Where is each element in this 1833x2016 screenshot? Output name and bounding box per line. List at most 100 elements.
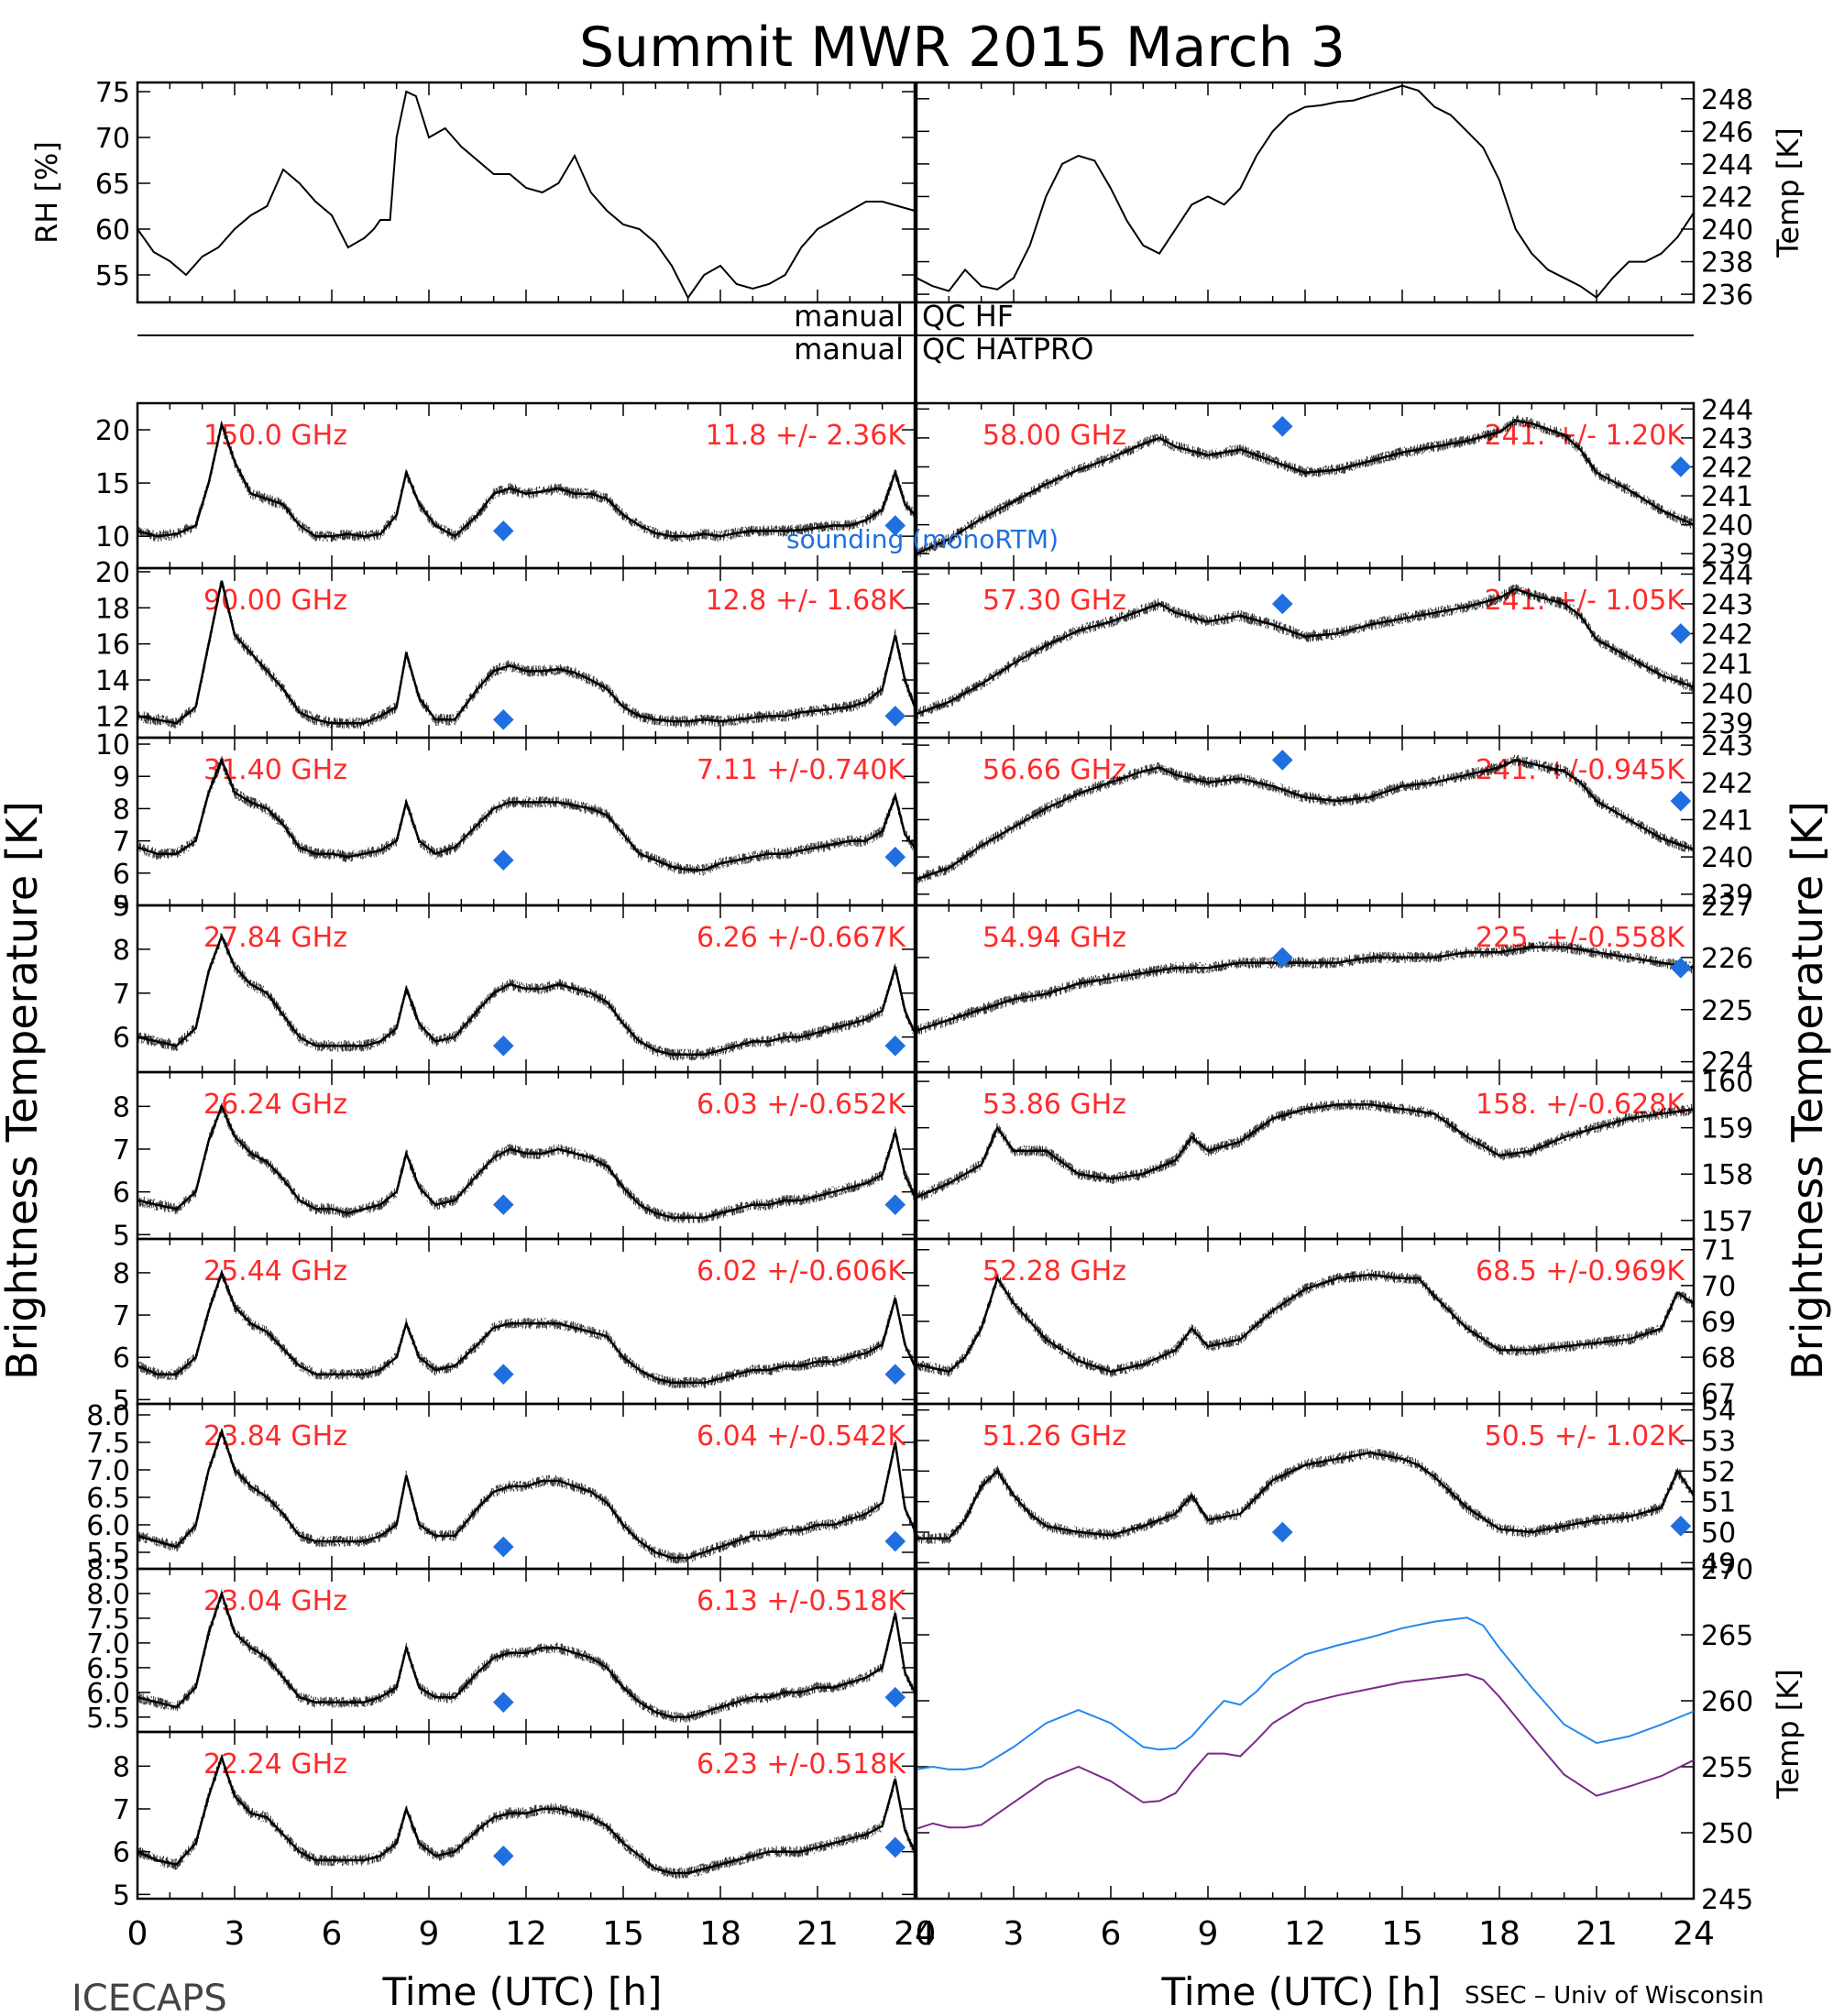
channel-label: 57.30 GHz [982, 585, 1126, 617]
y-tick-label: 6.5 [86, 1483, 130, 1515]
y-tick-label: 65 [95, 169, 130, 201]
footer-left: ICECAPS [71, 1978, 227, 2016]
y-tick-label: 60 [95, 214, 130, 247]
panel-frame [915, 81, 1696, 304]
y-tick-label: 255 [1701, 1752, 1753, 1784]
y-tick-label: 241 [1701, 649, 1753, 681]
y-tick-label: 5.5 [86, 1703, 130, 1735]
panel-25-44-ghz: 5 6 7 8 25.44 GHz 6.02 +/-0.606K [113, 1237, 916, 1417]
y-tick-label: 8 [113, 1091, 130, 1123]
y-tick-label: 20 [95, 415, 130, 447]
data-points [137, 1102, 916, 1223]
stats-label: 12.8 +/- 1.68K [706, 585, 907, 617]
sounding-marker [1670, 623, 1692, 644]
panel-frame [136, 81, 916, 304]
blackbody-hf-line [916, 1673, 1695, 1830]
y-tick-label: 244 [1701, 394, 1753, 426]
y-tick-label: 242 [1701, 181, 1753, 214]
data-trend-line [137, 1102, 916, 1219]
sounding-marker [492, 849, 514, 871]
sounding-marker [884, 846, 906, 868]
stats-label: 7.11 +/-0.740K [697, 754, 906, 786]
data-points [916, 941, 1695, 1035]
x-tick-label: 12 [505, 1915, 547, 1953]
y-tick-label: 52 [1701, 1456, 1736, 1488]
y-tick-label: 5 [113, 1879, 130, 1912]
qc-hf-right: QC HF [922, 299, 1014, 334]
y-tick-label: 240 [1701, 510, 1753, 542]
sounding-marker [492, 1194, 514, 1215]
y-tick-label: 55 [95, 260, 130, 292]
y-tick-label: 160 [1701, 1067, 1753, 1099]
y-tick-label: 239 [1701, 880, 1753, 912]
y-tick-label: 6 [113, 1178, 130, 1210]
sounding-marker [1271, 415, 1293, 437]
y-tick-label: 158 [1701, 1159, 1753, 1191]
channel-label: 56.66 GHz [982, 754, 1126, 786]
stats-label: 241. +/- 1.20K [1485, 420, 1686, 452]
sounding-marker [884, 1364, 906, 1386]
data-trend-line [137, 757, 916, 871]
sounding-marker [884, 1836, 906, 1858]
x-tick-label: 15 [602, 1915, 644, 1953]
y-tick-label: 236 [1701, 279, 1753, 312]
data-trend-line [916, 946, 1695, 1032]
x-tick-label: 3 [225, 1915, 246, 1953]
sounding-marker [492, 1692, 514, 1713]
data-trend-line [916, 1273, 1695, 1374]
sounding-marker [1670, 957, 1692, 979]
x-tick-label: 6 [322, 1915, 343, 1953]
data-trend-line [137, 933, 916, 1057]
y-tick-label: 7.0 [86, 1628, 130, 1660]
y-tick-label: 8 [113, 1258, 130, 1290]
y-tick-label: 14 [95, 665, 130, 697]
panel-27-84-ghz: 6 7 8 9 27.84 GHz 6.26 +/-0.667K [113, 891, 916, 1074]
y-tick-label: 225 [1701, 995, 1753, 1027]
y-tick-label: 5.5 [86, 1538, 130, 1570]
y-tick-label: 239 [1701, 539, 1753, 571]
y-tick-label: 8 [113, 794, 130, 826]
x-tick-label: 18 [1478, 1915, 1520, 1953]
y-tick-label: 159 [1701, 1113, 1753, 1145]
sounding-marker [492, 1364, 514, 1386]
sounding-marker [1271, 593, 1293, 615]
y-tick-label: 240 [1701, 678, 1753, 710]
qc-hf-left: manual [794, 299, 904, 334]
y-tick-label: 243 [1701, 730, 1753, 762]
sounding-marker [492, 520, 514, 542]
sounding-marker [492, 1846, 514, 1867]
channel-label: 58.00 GHz [982, 420, 1126, 452]
y-tick-label: 70 [1701, 1271, 1736, 1303]
stats-label: 6.03 +/-0.652K [697, 1089, 906, 1121]
y-tick-label: 241 [1701, 805, 1753, 837]
sounding-label: sounding (monoRTM) [786, 524, 1059, 554]
y-tick-label: 53 [1701, 1426, 1736, 1458]
y-tick-label: 6 [113, 1342, 130, 1375]
panel-y-label: Temp [K] [1771, 1669, 1806, 1799]
y-tick-label: 75 [95, 77, 130, 109]
y-tick-label: 7 [113, 1794, 130, 1826]
stats-label: 11.8 +/- 2.36K [706, 420, 907, 452]
stats-label: 68.5 +/-0.969K [1476, 1255, 1685, 1287]
y-tick-label: 243 [1701, 423, 1753, 455]
stats-label: 6.26 +/-0.667K [697, 922, 906, 954]
data-trend-line [137, 580, 916, 725]
y-tick-label: 50 [1701, 1517, 1736, 1550]
data-trend-line [916, 587, 1695, 716]
temp-line [916, 84, 1695, 300]
sounding-marker [1670, 1516, 1692, 1537]
panel-23-04-ghz: 5.56.06.57.07.58.08.523.04 GHz 6.13 +/-0.… [86, 1554, 916, 1735]
qc-hatpro-left: manual [794, 332, 904, 367]
y-tick-label: 157 [1701, 1206, 1753, 1238]
y-tick-label: 6 [113, 1837, 130, 1869]
panel-y-label: Temp [K] [1771, 127, 1806, 257]
y-tick-label: 242 [1701, 619, 1753, 651]
data-trend-line [916, 759, 1695, 881]
stats-label: 6.04 +/-0.542K [697, 1420, 906, 1452]
chart-title: Summit MWR 2015 March 3 [579, 16, 1345, 80]
